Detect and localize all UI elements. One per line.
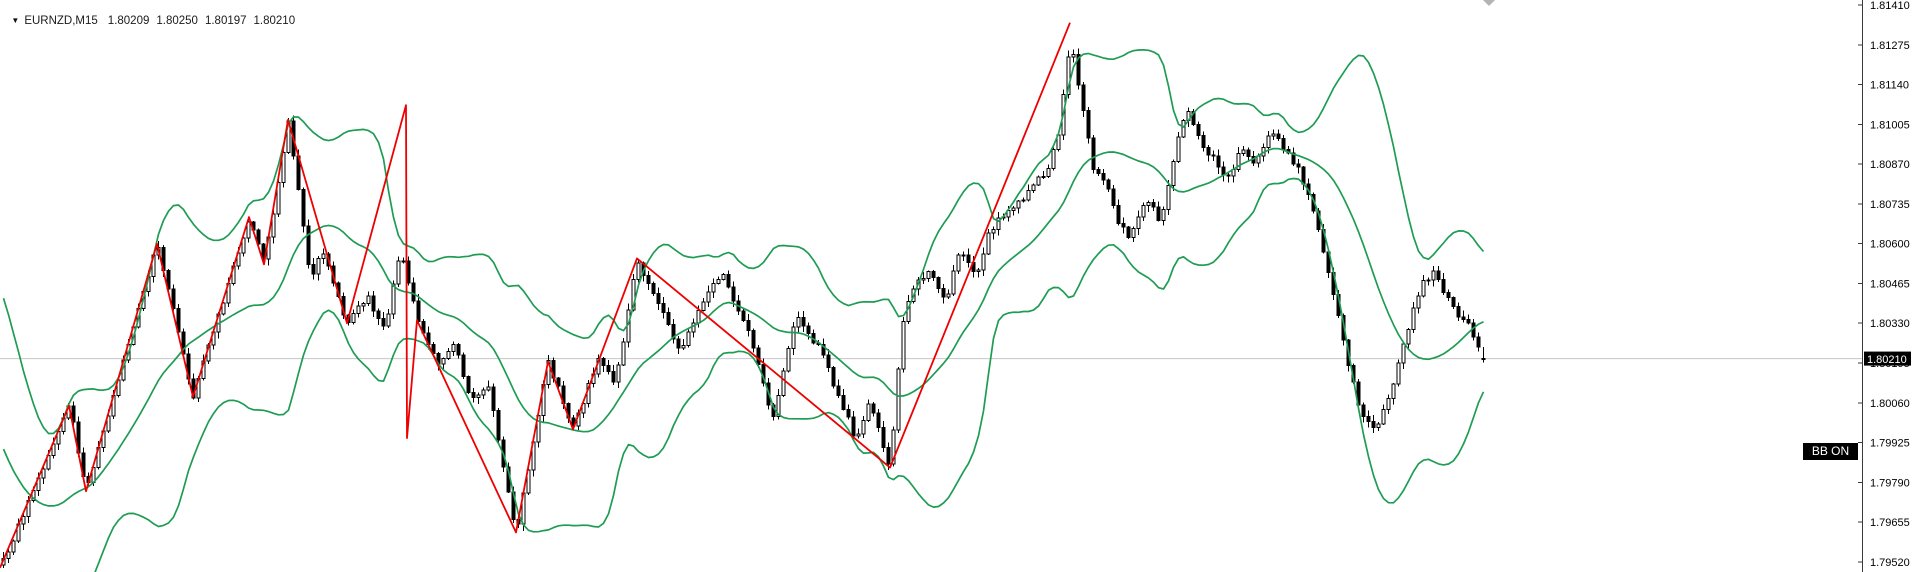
price-axis-tick-label: 1.80330 [1870,318,1910,330]
bollinger-middle-band [2,147,1484,507]
bollinger-bands-layer [2,49,1485,572]
price-axis-tick-label: 1.80465 [1870,278,1910,290]
price-axis-tick-label: 1.80735 [1870,199,1910,211]
price-axis-tick-label: 1.79655 [1870,517,1910,529]
quote-low: 1.80197 [204,15,247,27]
chart-ohlc-header: ▼ EURNZD,M15 1.80209 1.80250 1.80197 1.80210 [5,3,295,27]
price-axis: 1.81410 1.81275 1.81140 1.81005 1.80870 1.807… [1858,0,1910,572]
bb-toggle-button[interactable]: BB ON [1803,443,1858,460]
quote-close: 1.80210 [253,15,296,27]
price-axis-tick-label: 1.79520 [1870,557,1910,569]
quote-high: 1.80250 [156,15,198,27]
price-axis-tick-label: 1.81275 [1870,40,1910,52]
price-axis-tick-label: 1.79790 [1870,477,1910,489]
bollinger-lower-band [94,177,1485,572]
quote-open: 1.80209 [107,15,150,27]
chart-shift-marker-icon[interactable] [1483,0,1495,6]
current-price-label: 1.80210 [1867,354,1907,366]
zigzag-indicator-layer [0,22,1071,569]
symbol-period-label: EURNZD,M15 [24,15,98,27]
price-axis-tick-label: 1.80870 [1870,159,1910,171]
price-axis-tick-label: 1.81140 [1870,80,1909,92]
price-axis-tick-label: 1.80600 [1870,239,1910,251]
zigzag-line [0,22,1071,569]
current-price-box: 1.80210 [1864,351,1911,366]
price-axis-tick-label: 1.79925 [1870,438,1910,450]
price-axis-tick-label: 1.81005 [1870,119,1910,131]
bollinger-upper-band [2,49,1485,435]
symbol-marker-icon: ▼ [11,16,20,25]
price-axis-tick-label: 1.81410 [1870,0,1910,12]
price-axis-tick-label: 1.80060 [1870,398,1910,410]
